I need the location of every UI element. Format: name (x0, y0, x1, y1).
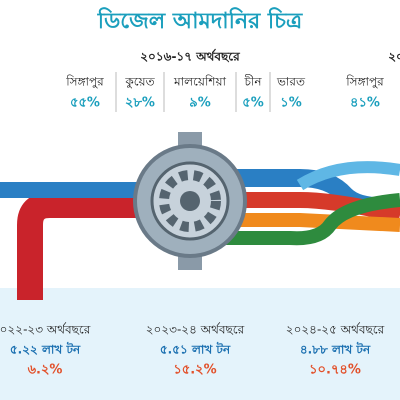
bottom-band (0, 288, 400, 400)
share: ২৮% (125, 96, 155, 111)
period-change: ১৫.২% (173, 363, 216, 378)
period-year: ২০২৪-২৫ অর্থবছরে (286, 323, 385, 337)
share: ৫% (242, 96, 263, 111)
country: সিঙ্গাপুর (345, 75, 384, 90)
period-volume: ৪.৮৮ লাখ টন (300, 342, 371, 357)
country: ভারত (276, 75, 306, 89)
country: কুয়েত (124, 75, 155, 90)
panel-year: ২০১৬-১৭ অর্থবছরে (140, 49, 240, 64)
share: ৪১% (350, 96, 380, 111)
title: ডিজেল আমদানির চিত্র (97, 7, 303, 34)
gear-valve (133, 132, 247, 270)
period-year: ২০২৩-২৪ অর্থবছরে (146, 323, 245, 337)
period-change: ১০.৭৪% (309, 363, 361, 378)
share: ৫৫% (70, 96, 100, 111)
country: মালয়েশিয়া (173, 75, 227, 89)
period-volume: ৫.৫১ লাখ টন (160, 342, 231, 357)
period-year: ০২২-২৩ অর্থবছরে (0, 323, 91, 337)
share: ৯% (189, 96, 210, 111)
country: চীন (243, 75, 262, 89)
pipes (0, 161, 400, 300)
share: ১% (280, 96, 301, 111)
period-change: ৬.২% (28, 363, 63, 378)
dividers (115, 72, 271, 112)
panel-year: ২০ (388, 50, 400, 64)
country: সিঙ্গাপুর (65, 75, 104, 90)
period-volume: ৫.২২ লাখ টন (10, 342, 81, 357)
